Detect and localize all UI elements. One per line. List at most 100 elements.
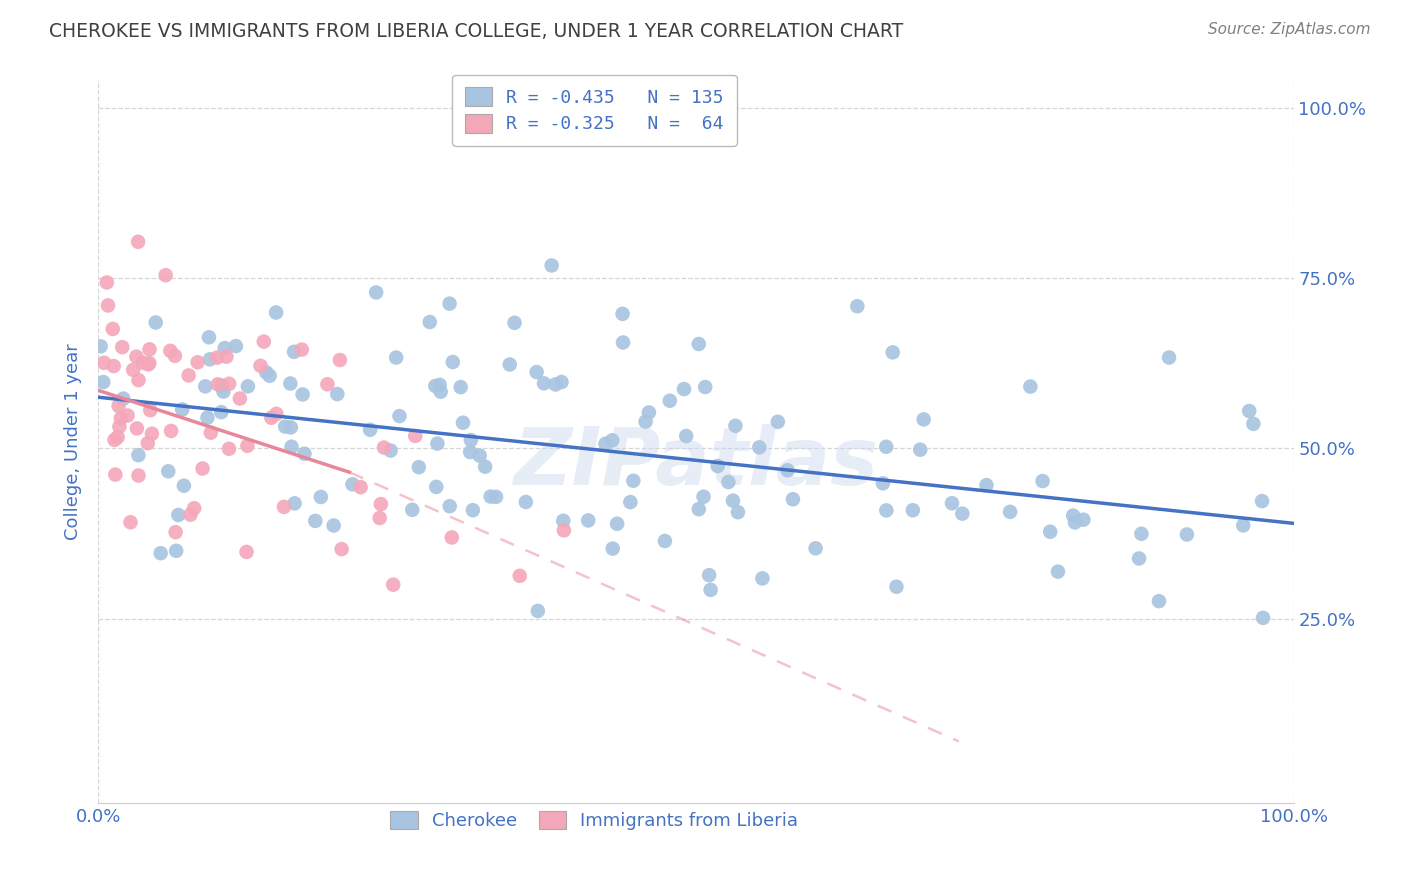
- Point: [553, 524, 575, 538]
- Point: [382, 577, 405, 591]
- Point: [776, 463, 799, 477]
- Point: [120, 515, 142, 529]
- Point: [112, 392, 135, 406]
- Point: [103, 433, 125, 447]
- Point: [941, 496, 963, 510]
- Point: [612, 335, 634, 350]
- Point: [177, 368, 200, 383]
- Point: [688, 337, 710, 351]
- Point: [194, 379, 217, 393]
- Point: [706, 458, 728, 473]
- Point: [1237, 404, 1260, 418]
- Point: [139, 403, 162, 417]
- Point: [553, 514, 575, 528]
- Point: [93, 356, 115, 370]
- Point: [672, 382, 695, 396]
- Point: [526, 365, 548, 379]
- Point: [280, 440, 302, 454]
- Point: [600, 434, 623, 448]
- Point: [875, 440, 897, 454]
- Point: [1064, 516, 1087, 530]
- Point: [654, 533, 676, 548]
- Point: [425, 480, 447, 494]
- Point: [385, 351, 408, 365]
- Point: [440, 531, 463, 545]
- Point: [198, 352, 221, 367]
- Point: [125, 421, 148, 435]
- Point: [101, 322, 124, 336]
- Point: [212, 384, 235, 399]
- Point: [104, 467, 127, 482]
- Point: [451, 416, 474, 430]
- Point: [96, 276, 118, 290]
- Point: [280, 420, 302, 434]
- Point: [748, 441, 770, 455]
- Point: [160, 424, 183, 438]
- Point: [439, 296, 461, 310]
- Y-axis label: College, Under 1 year: College, Under 1 year: [63, 343, 82, 540]
- Legend: Cherokee, Immigrants from Liberia: Cherokee, Immigrants from Liberia: [384, 804, 806, 837]
- Point: [479, 490, 502, 504]
- Point: [291, 387, 314, 401]
- Point: [380, 443, 402, 458]
- Point: [804, 541, 827, 556]
- Point: [503, 316, 526, 330]
- Point: [1241, 417, 1264, 431]
- Point: [173, 479, 195, 493]
- Point: [294, 447, 316, 461]
- Point: [439, 499, 461, 513]
- Point: [1232, 518, 1254, 533]
- Text: ZIPatlas: ZIPatlas: [513, 425, 879, 502]
- Point: [695, 380, 717, 394]
- Point: [901, 503, 924, 517]
- Point: [550, 375, 572, 389]
- Point: [349, 480, 371, 494]
- Point: [619, 495, 641, 509]
- Point: [468, 449, 491, 463]
- Point: [540, 259, 562, 273]
- Point: [214, 341, 236, 355]
- Point: [167, 508, 190, 522]
- Point: [211, 378, 233, 392]
- Point: [198, 330, 221, 344]
- Point: [875, 503, 897, 517]
- Point: [110, 411, 132, 425]
- Point: [225, 339, 247, 353]
- Point: [236, 379, 259, 393]
- Point: [692, 490, 714, 504]
- Point: [207, 351, 229, 365]
- Point: [111, 340, 134, 354]
- Point: [122, 363, 145, 377]
- Point: [872, 476, 894, 491]
- Point: [200, 425, 222, 440]
- Point: [136, 358, 159, 372]
- Point: [207, 377, 229, 392]
- Point: [474, 459, 496, 474]
- Point: [1019, 379, 1042, 393]
- Point: [236, 439, 259, 453]
- Point: [127, 468, 149, 483]
- Point: [274, 419, 297, 434]
- Point: [187, 355, 209, 369]
- Point: [366, 285, 388, 300]
- Point: [329, 353, 352, 368]
- Point: [908, 442, 931, 457]
- Point: [576, 513, 599, 527]
- Point: [138, 356, 160, 370]
- Point: [326, 387, 349, 401]
- Point: [509, 569, 531, 583]
- Point: [179, 508, 201, 522]
- Point: [249, 359, 271, 373]
- Point: [1251, 494, 1274, 508]
- Point: [191, 461, 214, 475]
- Point: [157, 464, 180, 478]
- Point: [717, 475, 740, 489]
- Point: [165, 525, 187, 540]
- Point: [544, 377, 567, 392]
- Point: [138, 343, 160, 357]
- Point: [155, 268, 177, 283]
- Point: [128, 373, 150, 387]
- Point: [103, 359, 125, 373]
- Point: [1062, 508, 1084, 523]
- Point: [606, 516, 628, 531]
